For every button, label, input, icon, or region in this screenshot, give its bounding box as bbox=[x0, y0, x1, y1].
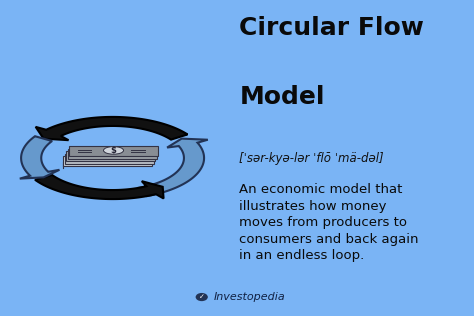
Text: Circular Flow: Circular Flow bbox=[239, 16, 424, 40]
Circle shape bbox=[196, 293, 208, 301]
Text: [ˈsər-kyə-lər ˈflō ˈmä-dəl]: [ˈsər-kyə-lər ˈflō ˈmä-dəl] bbox=[239, 152, 384, 165]
FancyBboxPatch shape bbox=[66, 151, 155, 161]
Polygon shape bbox=[36, 117, 188, 140]
Text: ✓: ✓ bbox=[199, 294, 205, 300]
FancyBboxPatch shape bbox=[65, 154, 154, 164]
Text: $: $ bbox=[110, 146, 117, 155]
Polygon shape bbox=[35, 175, 164, 199]
Polygon shape bbox=[20, 136, 59, 179]
Text: Model: Model bbox=[239, 85, 325, 109]
FancyBboxPatch shape bbox=[64, 156, 153, 166]
FancyBboxPatch shape bbox=[68, 149, 157, 159]
Text: Investopedia: Investopedia bbox=[213, 292, 285, 302]
Ellipse shape bbox=[103, 147, 124, 154]
FancyBboxPatch shape bbox=[69, 146, 158, 156]
Text: An economic model that
illustrates how money
moves from producers to
consumers a: An economic model that illustrates how m… bbox=[239, 183, 419, 262]
Polygon shape bbox=[139, 139, 208, 196]
